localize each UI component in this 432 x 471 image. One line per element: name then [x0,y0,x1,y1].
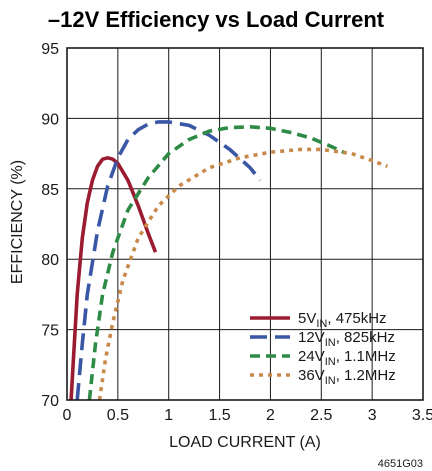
grid [67,48,423,400]
y-tick-label: 95 [41,41,59,58]
y-tick-label: 70 [41,393,59,410]
y-axis-label: EFFICIENCY (%) [9,160,26,284]
plot-area [69,120,389,400]
x-tick-label: 1 [164,407,173,424]
x-tick-label: 0 [63,407,72,424]
chart-title: –12V Efficiency vs Load Current [48,7,385,32]
legend-label: 12VIN, 825kHz [298,329,395,349]
series-line-5v-in [69,156,158,400]
y-tick-label: 80 [41,252,59,269]
x-tick-label: 0.5 [107,407,129,424]
legend-label: 36VIN, 1.2MHz [298,367,396,387]
x-tick-label: 2 [266,407,275,424]
series-line-36v-in [97,147,389,400]
x-tick-label: 2.5 [310,407,332,424]
tick-labels: 0 0.5 1 1.5 2 2.5 3 3.5 70 75 80 85 90 95 [41,41,432,424]
legend-label: 5VIN, 475kHz [298,310,387,330]
plot-frame [66,47,424,401]
y-tick-label: 85 [41,182,59,199]
legend-label: 24VIN, 1.1MHz [298,348,396,368]
figure-id: 4651G03 [378,458,423,470]
series-line-24v-in [87,125,345,400]
y-tick-label: 75 [41,323,59,340]
x-tick-label: 3 [368,407,377,424]
x-axis-label: LOAD CURRENT (A) [169,434,321,451]
x-tick-label: 3.5 [412,407,432,424]
x-tick-label: 1.5 [208,407,230,424]
y-tick-label: 90 [41,111,59,128]
series-line-12v-in [75,120,262,400]
